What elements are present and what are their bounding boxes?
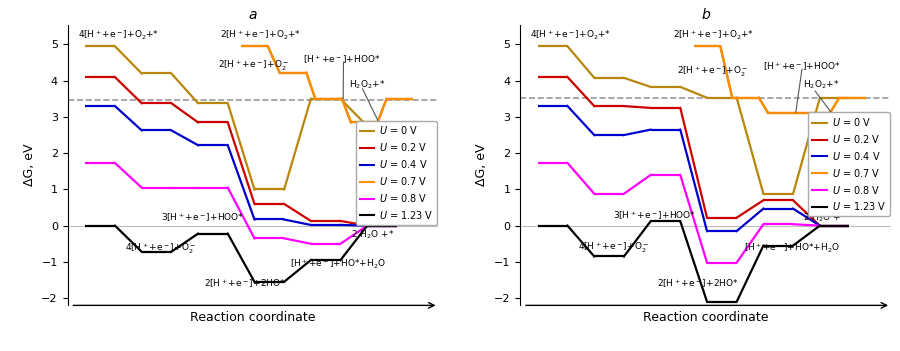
- Text: [H$^+$+e$^-$]+HO*+H$_2$O: [H$^+$+e$^-$]+HO*+H$_2$O: [743, 241, 840, 254]
- Text: [H$^+$+e$^-$]+HOO*: [H$^+$+e$^-$]+HOO*: [303, 53, 381, 66]
- Text: 2[H$^+$+e$^-$]+O$_2^-$: 2[H$^+$+e$^-$]+O$_2^-$: [678, 65, 749, 79]
- Text: a: a: [248, 8, 257, 22]
- Text: 3[H$^+$+e$^-$]+HOO*: 3[H$^+$+e$^-$]+HOO*: [161, 211, 244, 224]
- Text: H$_2$O$_2$+*: H$_2$O$_2$+*: [803, 78, 840, 91]
- Text: [H$^+$+e$^-$]+HO*+H$_2$O: [H$^+$+e$^-$]+HO*+H$_2$O: [290, 258, 386, 271]
- X-axis label: Reaction coordinate: Reaction coordinate: [190, 311, 316, 324]
- Text: 2 H$_2$O +*: 2 H$_2$O +*: [351, 229, 394, 241]
- Legend: $U$ = 0 V, $U$ = 0.2 V, $U$ = 0.4 V, $U$ = 0.7 V, $U$ = 0.8 V, $U$ = 1.23 V: $U$ = 0 V, $U$ = 0.2 V, $U$ = 0.4 V, $U$…: [808, 112, 890, 216]
- Text: 4[H$^+$+e$^-$]+O$_2$+*: 4[H$^+$+e$^-$]+O$_2$+*: [530, 28, 611, 42]
- Text: [H$^+$+e$^-$]+HOO*: [H$^+$+e$^-$]+HOO*: [763, 60, 841, 73]
- Text: 2[H$^+$+e$^-$]+O$_2^-$: 2[H$^+$+e$^-$]+O$_2^-$: [218, 59, 289, 73]
- Text: b: b: [701, 8, 710, 22]
- Text: 4[H$^+$+e$^-$]+O$_2^-$: 4[H$^+$+e$^-$]+O$_2^-$: [578, 241, 649, 256]
- Text: 3[H$^+$+e$^-$]+HOO*: 3[H$^+$+e$^-$]+HOO*: [613, 210, 697, 222]
- Y-axis label: ΔG, eV: ΔG, eV: [22, 144, 36, 186]
- Legend: $U$ = 0 V, $U$ = 0.2 V, $U$ = 0.4 V, $U$ = 0.7 V, $U$ = 0.8 V, $U$ = 1.23 V: $U$ = 0 V, $U$ = 0.2 V, $U$ = 0.4 V, $U$…: [356, 121, 437, 225]
- Text: 2[H$^+$+e$^-$]+O$_2$+*: 2[H$^+$+e$^-$]+O$_2$+*: [672, 28, 754, 42]
- Text: 2[H$^+$+e$^-$]+2HO*: 2[H$^+$+e$^-$]+2HO*: [657, 278, 738, 290]
- Text: 2 H$_2$O +*: 2 H$_2$O +*: [803, 211, 847, 224]
- Text: 2[H$^+$+e$^-$]+2HO*: 2[H$^+$+e$^-$]+2HO*: [204, 278, 286, 290]
- Text: 2[H$^+$+e$^-$]+O$_2$+*: 2[H$^+$+e$^-$]+O$_2$+*: [220, 28, 302, 42]
- X-axis label: Reaction coordinate: Reaction coordinate: [643, 311, 769, 324]
- Text: 4[H$^+$+e$^-$]+O$_2$+*: 4[H$^+$+e$^-$]+O$_2$+*: [77, 28, 158, 42]
- Y-axis label: ΔG, eV: ΔG, eV: [475, 144, 489, 186]
- Text: H$_2$O$_2$+*: H$_2$O$_2$+*: [349, 78, 386, 91]
- Text: 4[H$^+$+e$^-$]+O$_2^-$: 4[H$^+$+e$^-$]+O$_2^-$: [125, 242, 196, 257]
